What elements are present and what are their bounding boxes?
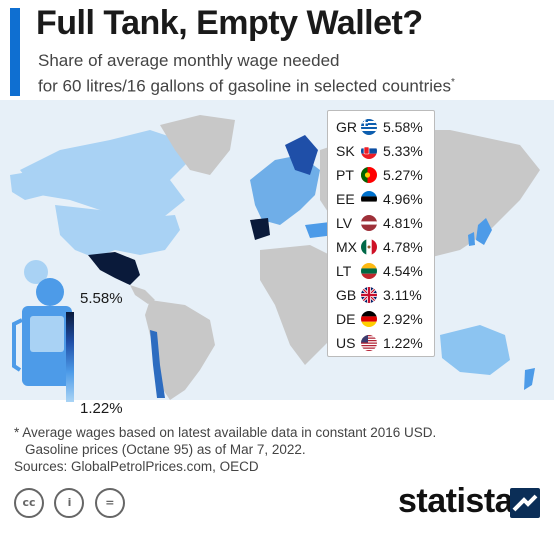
- subtitle-footnote-mark: *: [450, 77, 455, 88]
- map-scandinavia: [285, 135, 318, 175]
- country-code: EE: [336, 191, 355, 207]
- map-greenland: [160, 115, 235, 175]
- map-chile: [150, 330, 165, 398]
- data-label: 5.27%: [383, 167, 423, 183]
- no-derivatives-icon: =: [94, 488, 125, 518]
- scale-max-label: 5.58%: [80, 290, 123, 307]
- table-row: EE 4.96%: [328, 187, 434, 211]
- data-label: 5.33%: [383, 143, 423, 159]
- subtitle-line-2: for 60 litres/16 gallons of gasoline in …: [38, 76, 451, 96]
- usa-flag-icon: [361, 335, 377, 351]
- data-label: 1.22%: [383, 335, 423, 351]
- subtitle-line-1: Share of average monthly wage needed: [38, 51, 340, 70]
- footnote: * Average wages based on latest availabl…: [14, 424, 544, 475]
- chart-subtitle: Share of average monthly wage needed for…: [38, 50, 538, 98]
- map-new-zealand: [524, 368, 535, 390]
- data-label: 4.96%: [383, 191, 423, 207]
- map-canada: [20, 130, 190, 220]
- statista-logo-icon: [510, 488, 540, 518]
- map-japan: [476, 218, 492, 245]
- footnote-line-1: * Average wages based on latest availabl…: [14, 425, 437, 440]
- uk-flag-icon: [361, 287, 377, 303]
- map-central-america: [130, 285, 155, 304]
- country-code: GR: [336, 119, 357, 135]
- map-australia: [440, 325, 510, 375]
- data-label: 3.11%: [383, 287, 422, 303]
- table-row: SK 5.33%: [328, 139, 434, 163]
- country-code: DE: [336, 311, 356, 327]
- attribution-icon: i: [54, 488, 85, 518]
- portugal-flag-icon: [361, 167, 377, 183]
- map-africa: [260, 245, 345, 365]
- license-icons: cc i =: [14, 488, 131, 520]
- germany-flag-icon: [361, 311, 377, 327]
- chart-title: Full Tank, Empty Wallet?: [36, 4, 423, 42]
- country-code: SK: [336, 143, 355, 159]
- footnote-line-2: Gasoline prices (Octane 95) as of Mar 7,…: [25, 442, 306, 457]
- table-row: PT 5.27%: [328, 163, 434, 187]
- creative-commons-icon: cc: [14, 488, 44, 518]
- world-map: [0, 100, 554, 400]
- data-label: 2.92%: [383, 311, 423, 327]
- country-code: LV: [336, 215, 353, 231]
- lithuania-flag-icon: [361, 263, 377, 279]
- slovakia-flag-icon: [361, 143, 377, 159]
- statista-logo-text: statista: [398, 482, 514, 520]
- estonia-flag-icon: [361, 191, 377, 207]
- fuel-pump-icon: [12, 260, 72, 386]
- mexico-flag-icon: [361, 239, 377, 255]
- data-label: 4.54%: [383, 263, 423, 279]
- map-iberia: [250, 218, 270, 240]
- table-row: MX 4.78%: [328, 235, 434, 259]
- footnote-sources: Sources: GlobalPetrolPrices.com, OECD: [14, 459, 259, 474]
- country-code: GB: [336, 287, 357, 303]
- map-alaska: [10, 170, 45, 200]
- color-scale-bar: [66, 312, 74, 402]
- data-label: 4.78%: [383, 239, 423, 255]
- map-mexico: [88, 252, 140, 285]
- data-label: 5.58%: [383, 119, 423, 135]
- table-row: GB 3.11%: [328, 283, 434, 307]
- greece-flag-icon: [361, 119, 377, 135]
- map-south-america: [145, 300, 215, 400]
- table-row: LT 4.54%: [328, 259, 434, 283]
- scale-min-label: 1.22%: [80, 400, 123, 417]
- country-value-table: GR 5.58% SK 5.33% PT 5.27% EE 4.96% LV 4.81% MX 4.7…: [327, 110, 435, 357]
- table-row: GR 5.58%: [328, 115, 434, 139]
- map-korea: [468, 232, 475, 246]
- accent-bar: [10, 8, 20, 96]
- table-row: LV 4.81%: [328, 211, 434, 235]
- map-usa: [55, 205, 180, 258]
- table-row: US 1.22%: [328, 331, 434, 355]
- country-code: US: [336, 335, 356, 351]
- country-code: LT: [336, 263, 352, 279]
- latvia-flag-icon: [361, 215, 377, 231]
- data-label: 4.81%: [383, 215, 423, 231]
- country-code: MX: [336, 239, 357, 255]
- country-code: PT: [336, 167, 354, 183]
- table-row: DE 2.92%: [328, 307, 434, 331]
